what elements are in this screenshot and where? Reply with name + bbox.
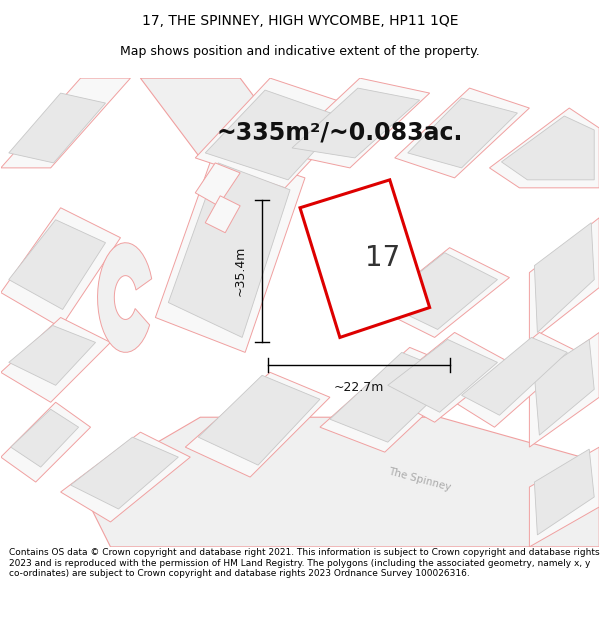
Polygon shape bbox=[1, 318, 110, 402]
Text: ~335m²/~0.083ac.: ~335m²/~0.083ac. bbox=[217, 121, 463, 145]
Polygon shape bbox=[9, 93, 106, 163]
Polygon shape bbox=[535, 339, 594, 435]
Polygon shape bbox=[9, 220, 106, 309]
Polygon shape bbox=[195, 78, 360, 188]
Polygon shape bbox=[529, 217, 599, 342]
Polygon shape bbox=[61, 432, 190, 522]
Polygon shape bbox=[1, 402, 91, 482]
Polygon shape bbox=[292, 88, 419, 158]
Text: Contains OS data © Crown copyright and database right 2021. This information is : Contains OS data © Crown copyright and d… bbox=[9, 549, 599, 578]
Polygon shape bbox=[382, 253, 497, 329]
Polygon shape bbox=[502, 116, 594, 180]
Text: 17: 17 bbox=[365, 244, 400, 272]
Polygon shape bbox=[320, 348, 470, 452]
Polygon shape bbox=[1, 208, 121, 328]
Text: 17, THE SPINNEY, HIGH WYCOMBE, HP11 1QE: 17, THE SPINNEY, HIGH WYCOMBE, HP11 1QE bbox=[142, 14, 458, 28]
Polygon shape bbox=[375, 248, 509, 338]
Polygon shape bbox=[198, 376, 320, 465]
Polygon shape bbox=[380, 332, 509, 422]
Polygon shape bbox=[195, 163, 240, 206]
Polygon shape bbox=[1, 78, 130, 168]
Polygon shape bbox=[98, 242, 152, 352]
Polygon shape bbox=[330, 352, 458, 442]
Polygon shape bbox=[395, 88, 529, 178]
Polygon shape bbox=[300, 180, 430, 338]
Polygon shape bbox=[205, 196, 240, 232]
Polygon shape bbox=[11, 409, 79, 467]
Polygon shape bbox=[535, 222, 594, 332]
Polygon shape bbox=[280, 78, 430, 168]
Polygon shape bbox=[71, 437, 178, 509]
Polygon shape bbox=[9, 326, 95, 385]
Polygon shape bbox=[529, 447, 599, 547]
Polygon shape bbox=[461, 338, 567, 415]
Polygon shape bbox=[80, 418, 599, 547]
Text: Map shows position and indicative extent of the property.: Map shows position and indicative extent… bbox=[120, 46, 480, 58]
Polygon shape bbox=[388, 339, 497, 412]
Polygon shape bbox=[408, 98, 517, 168]
Polygon shape bbox=[529, 332, 599, 447]
Polygon shape bbox=[169, 163, 290, 338]
Polygon shape bbox=[490, 108, 599, 188]
Polygon shape bbox=[155, 148, 305, 352]
Polygon shape bbox=[455, 332, 579, 428]
Polygon shape bbox=[205, 90, 345, 180]
Text: The Spinney: The Spinney bbox=[387, 466, 452, 492]
Polygon shape bbox=[535, 449, 594, 535]
Polygon shape bbox=[185, 372, 330, 477]
Polygon shape bbox=[140, 78, 300, 158]
Text: ~22.7m: ~22.7m bbox=[334, 381, 384, 394]
Text: ~35.4m: ~35.4m bbox=[233, 246, 247, 296]
